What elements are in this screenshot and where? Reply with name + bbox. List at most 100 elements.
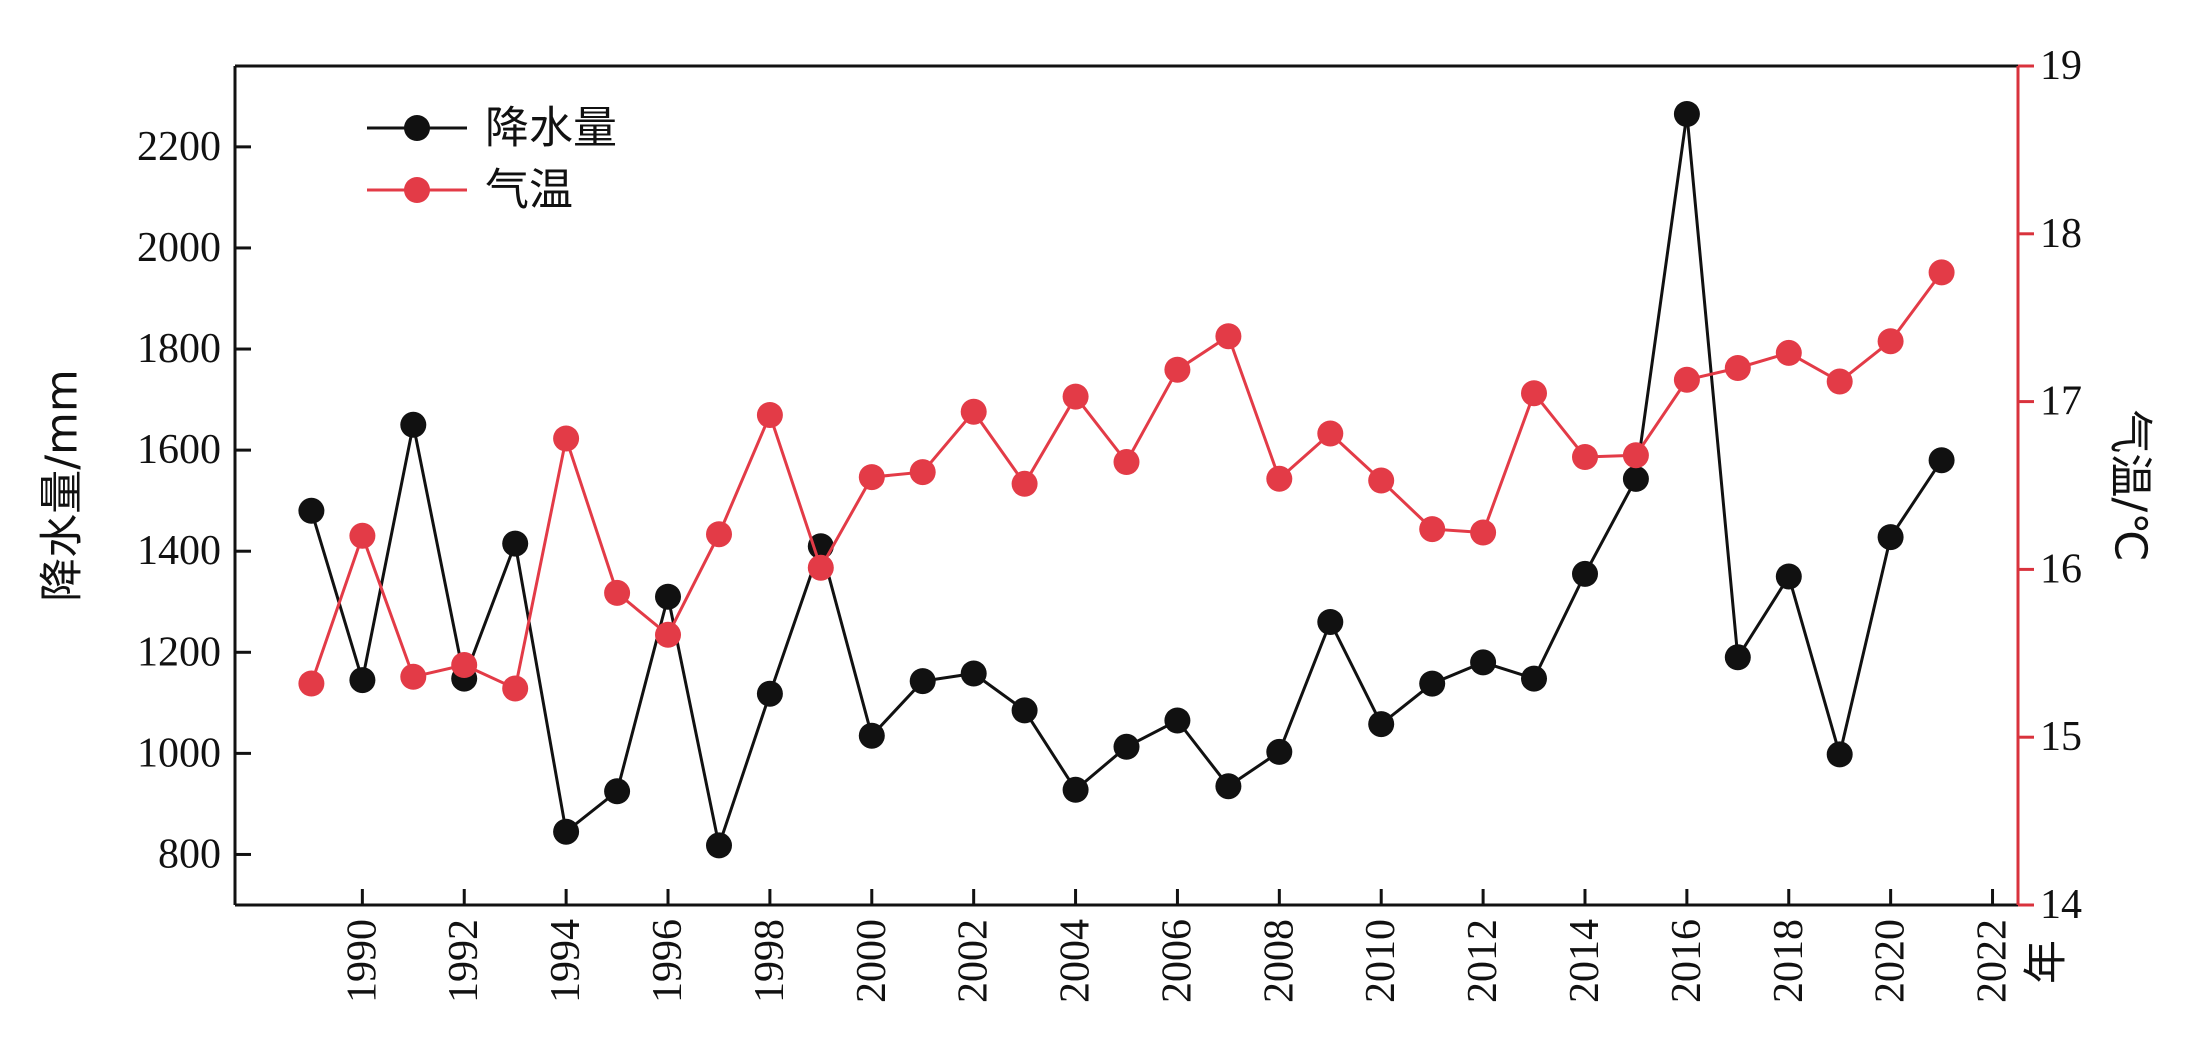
- temperature-point: [960, 398, 987, 425]
- precipitation-point: [502, 530, 529, 557]
- left-y-tick-label: 2000: [137, 225, 221, 271]
- left-y-tick-label: 1800: [137, 326, 221, 372]
- right-y-tick-label: 18: [2040, 211, 2082, 257]
- left-y-axis-title: 降水量/mm: [37, 369, 88, 602]
- x-tick-label: 2006: [1154, 919, 1200, 1003]
- right-y-tick-label: 16: [2040, 546, 2082, 592]
- precipitation-point: [1877, 524, 1904, 551]
- x-tick-label: 2012: [1460, 919, 1506, 1003]
- temperature-point: [1724, 355, 1751, 381]
- precipitation-point: [1928, 447, 1955, 474]
- precipitation-point: [960, 660, 987, 687]
- x-tick-label: 2018: [1766, 919, 1812, 1003]
- x-tick-label: 2014: [1562, 919, 1608, 1003]
- temperature-point: [1521, 380, 1547, 407]
- left-y-tick-label: 2200: [137, 124, 221, 170]
- temperature-point: [298, 670, 325, 697]
- precipitation-point: [655, 583, 681, 610]
- precipitation-point: [553, 818, 580, 845]
- x-tick-label: 2010: [1358, 919, 1404, 1003]
- precipitation-point: [349, 667, 376, 694]
- left-y-tick-label: 800: [158, 831, 221, 877]
- temperature-point: [604, 579, 631, 606]
- temperature-point: [1266, 465, 1293, 492]
- left-y-tick-label: 1000: [137, 730, 221, 776]
- temperature-point: [1368, 467, 1395, 494]
- temperature-point: [1164, 356, 1191, 383]
- x-tick-label: 2004: [1053, 919, 1099, 1003]
- right-y-tick-label: 19: [2040, 43, 2082, 89]
- precipitation-point: [1266, 738, 1293, 765]
- temperature-point: [1877, 328, 1904, 355]
- precipitation-point: [1826, 741, 1853, 768]
- axes-layer: 800 1000 1200 1400 1600 1800 2000 2200 14 15 16 17 1…: [37, 43, 2156, 1003]
- precipitation-point: [756, 680, 783, 707]
- series-layer: [298, 101, 1955, 859]
- temperature-point: [502, 675, 529, 702]
- precipitation-point: [1622, 465, 1649, 492]
- temperature-point: [451, 652, 478, 678]
- temperature-line: [309, 271, 1943, 691]
- temperature-point: [858, 464, 885, 491]
- temperature-point: [1928, 259, 1955, 286]
- precipitation-point: [909, 668, 936, 695]
- temperature-point: [1419, 516, 1446, 543]
- precipitation-point: [1572, 560, 1598, 587]
- x-tick-label: 2020: [1868, 919, 1914, 1003]
- x-tick-label: 2008: [1256, 919, 1302, 1003]
- temperature-point: [1113, 449, 1140, 475]
- temperature-point: [1062, 383, 1089, 410]
- temperature-point: [756, 402, 783, 428]
- x-tick-label: 1990: [339, 919, 385, 1003]
- right-y-tick-label: 15: [2040, 714, 2082, 760]
- x-tick-label: 2002: [951, 919, 997, 1003]
- temperature-point: [909, 459, 936, 486]
- precipitation-point: [1164, 707, 1191, 734]
- right-y-tick-label: 14: [2040, 882, 2082, 928]
- precipitation-point: [1521, 665, 1547, 692]
- left-y-tick-label: 1400: [137, 528, 221, 574]
- precipitation-point: [1775, 563, 1802, 590]
- temperature-point: [1011, 470, 1038, 497]
- precipitation-point: [1368, 711, 1395, 738]
- temperature-point: [1673, 366, 1700, 393]
- precipitation-point: [1113, 733, 1140, 760]
- legend-temperature-label: 气温: [485, 165, 573, 216]
- temperature-point: [1622, 442, 1649, 469]
- right-y-axis-title: 气温/℃: [2105, 409, 2156, 561]
- precipitation-point: [1317, 609, 1344, 635]
- temperature-point: [807, 554, 834, 581]
- temperature-point: [1572, 444, 1598, 470]
- x-tick-label: 2000: [849, 919, 895, 1003]
- x-tick-label: 1996: [645, 919, 691, 1003]
- precipitation-point: [1215, 773, 1242, 800]
- precipitation-point: [1724, 644, 1751, 671]
- temperature-point: [1826, 368, 1853, 395]
- x-tick-label: 2016: [1664, 919, 1710, 1003]
- legend-precipitation-label: 降水量: [485, 103, 617, 154]
- temperature-point: [1470, 519, 1497, 546]
- precipitation-point: [400, 411, 427, 438]
- precipitation-point: [858, 722, 885, 749]
- temperature-point: [706, 521, 732, 548]
- temperature-point: [1317, 420, 1344, 447]
- x-axis-title: 年: [2021, 940, 2072, 984]
- precipitation-point: [1673, 101, 1700, 127]
- precipitation-point: [1419, 670, 1446, 697]
- precipitation-point: [706, 832, 732, 859]
- x-tick-label: 1992: [441, 919, 487, 1003]
- precipitation-point: [604, 778, 631, 805]
- temperature-point: [1775, 339, 1802, 366]
- left-y-tick-label: 1600: [137, 427, 221, 473]
- temperature-point: [553, 425, 580, 452]
- temperature-point: [349, 522, 376, 549]
- temperature-point: [655, 621, 681, 648]
- legend-temperature-marker: [404, 177, 430, 203]
- temperature-point: [400, 663, 427, 690]
- precipitation-point: [1062, 776, 1089, 803]
- temperature-point: [1215, 323, 1242, 350]
- x-tick-label: 1998: [747, 919, 793, 1003]
- precipitation-point: [298, 497, 325, 524]
